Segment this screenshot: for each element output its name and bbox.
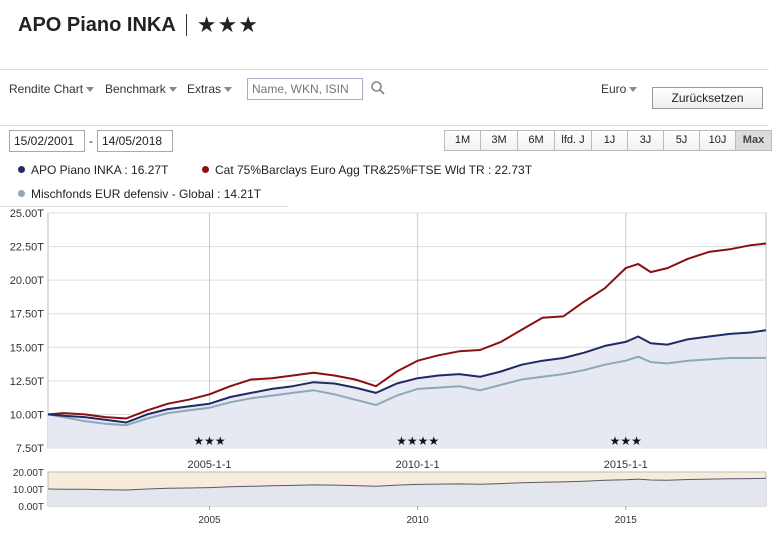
date-to-input[interactable] [97,130,173,152]
navigator-line [47,477,767,491]
menu-label: Benchmark [105,82,166,96]
range-button-1m[interactable]: 1M [444,130,481,151]
range-selector: 1M 3M 6M lfd. J 1J 3J 5J 10J Max [444,130,772,151]
y-tick-label: 20.00T [10,275,45,287]
currency-label: Euro [601,82,627,96]
navigator-y-tick-label: 20.00T [13,468,44,479]
legend-marker [18,166,25,174]
menu-extras[interactable]: Extras [187,82,233,96]
search-input[interactable] [247,78,363,100]
rating-marker: ★★★★ [396,434,439,448]
rating-marker: ★★★ [193,434,225,448]
navigator-x-tick-label: 2015 [615,515,638,526]
series-line-benchmark [47,242,767,420]
title-divider [185,14,187,36]
range-button-1j[interactable]: 1J [592,130,628,151]
rating-marker: ★★★ [610,434,642,448]
y-tick-label: 17.50T [10,309,45,321]
navigator-x-tick-label: 2005 [198,515,221,526]
legend-label: Mischfonds EUR defensiv - Global : 14.21… [31,187,262,201]
fund-area [48,330,766,448]
y-tick-label: 12.50T [10,376,45,388]
date-separator: - [89,134,93,148]
header-divider [0,69,769,70]
menu-label: Extras [187,82,222,96]
legend-item-benchmark[interactable]: Cat 75%Barclays Euro Agg TR&25%FTSE Wld … [202,163,532,177]
chevron-down-icon [86,87,95,93]
range-button-3j[interactable]: 3J [628,130,664,151]
menu-label: Rendite Chart [9,82,84,96]
x-tick-label: 2010-1-1 [396,459,440,471]
rating-markers: ★★★ ★★★★ ★★★ [193,434,642,448]
y-tick-label: 22.50T [10,242,45,254]
navigator-y-tick-label: 10.00T [13,485,44,496]
menu-rendite-chart[interactable]: Rendite Chart [9,82,95,96]
range-button-lfd-j[interactable]: lfd. J [555,130,592,151]
series-lines [47,242,767,427]
menu-benchmark[interactable]: Benchmark [105,82,177,96]
chevron-down-icon [224,87,233,93]
series-line-fund [47,329,767,424]
range-button-3m[interactable]: 3M [481,130,518,151]
navigator-frame [47,471,767,507]
currency-select[interactable]: Euro [601,82,638,96]
series-line-category [47,355,767,427]
legend-divider [0,206,288,207]
range-button-max[interactable]: Max [736,130,772,151]
chevron-down-icon [629,87,638,93]
range-button-10j[interactable]: 10J [700,130,736,151]
legend-marker [18,190,25,198]
navigator-x-tick-label: 2010 [406,515,429,526]
legend-label: APO Piano INKA : 16.27T [31,163,169,177]
rating-stars: ★★★ [196,12,259,37]
navigator-area [48,478,766,506]
legend-item-fund[interactable]: APO Piano INKA : 16.27T [18,163,168,177]
range-button-6m[interactable]: 6M [518,130,555,151]
fund-name: APO Piano INKA [18,13,176,36]
x-tick-label: 2005-1-1 [187,459,231,471]
y-tick-label: 10.00T [10,409,45,421]
plot-border [47,212,767,449]
chevron-down-icon [168,87,177,93]
toolbar-divider [0,125,769,126]
y-axis-ticks: 25.00T 22.50T 20.00T 17.50T 15.00T 12.50T 10.0… [10,208,45,455]
legend-label: Cat 75%Barclays Euro Agg TR&25%FTSE Wld … [215,163,533,177]
reset-button[interactable]: Zurücksetzen [652,87,763,109]
grid-lines [47,212,767,449]
x-tick-label: 2015-1-1 [604,459,648,471]
legend-marker [202,166,209,174]
page-title: APO Piano INKA ★★★ [18,12,259,38]
y-tick-label: 25.00T [10,208,45,220]
legend-item-category[interactable]: Mischfonds EUR defensiv - Global : 14.21… [18,187,261,201]
x-axis-ticks: 2005-1-1 2010-1-1 2015-1-1 [187,459,647,471]
y-tick-label: 7.50T [16,443,44,455]
navigator-y-tick-label: 0.00T [18,502,44,513]
navigator: 20.00T 10.00T 0.00T 2005 2010 2015 [13,468,767,526]
chart-toolbar: Rendite Chart Benchmark Extras Euro Zurü… [9,78,769,109]
area-fill [48,330,766,448]
search-icon[interactable] [370,80,386,96]
range-button-5j[interactable]: 5J [664,130,700,151]
y-tick-label: 15.00T [10,342,45,354]
date-from-input[interactable] [9,130,85,152]
